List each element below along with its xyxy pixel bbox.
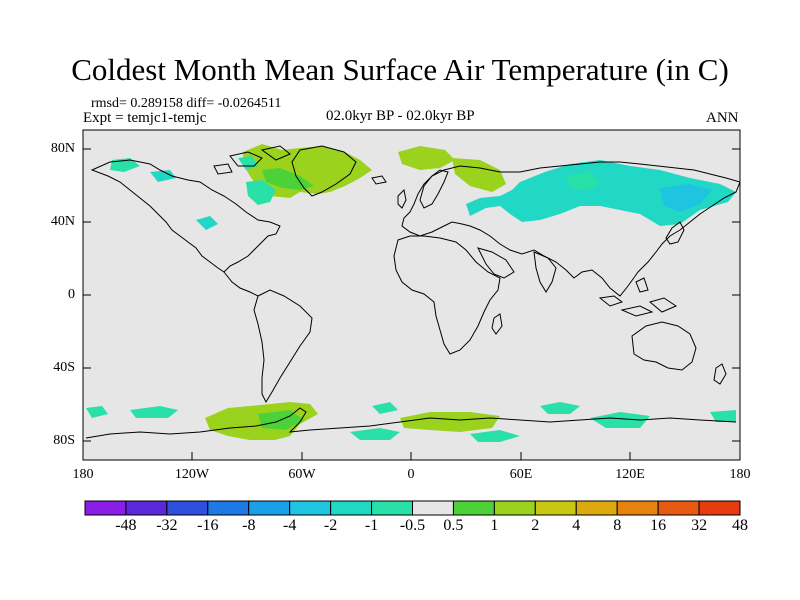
colorbar-label-6: -1 — [364, 517, 379, 534]
coastlines — [85, 145, 740, 439]
colorbar-swatch-9 — [452, 500, 495, 516]
colorbar-swatch-10 — [493, 500, 536, 516]
colorbar-label-2: -16 — [197, 517, 219, 534]
anomaly-so-8 — [470, 430, 520, 442]
anomaly-greenland-core — [262, 168, 314, 190]
colorbar-label-0: -48 — [115, 517, 137, 534]
y-label-80s: 80S — [53, 433, 75, 448]
experiment-label: Expt = temjc1-temjc — [83, 110, 207, 126]
coast-eurasia — [401, 161, 740, 297]
colorbar-label-7: -0.5 — [399, 517, 426, 534]
colorbar-swatch-5 — [289, 500, 332, 516]
colorbar-label-3: -8 — [242, 517, 256, 534]
colorbar-swatch-11 — [534, 500, 577, 516]
season-label: ANN — [706, 110, 739, 126]
colorbar-label-9: 1 — [490, 517, 499, 534]
coast-arctic-islands-2 — [260, 145, 291, 161]
coast-philippines — [635, 277, 649, 293]
x-label-180-left: 180 — [72, 467, 94, 482]
anomaly-east-siberia-core — [660, 184, 712, 212]
coast-new-guinea — [648, 297, 678, 313]
x-label-180-right: 180 — [729, 467, 751, 482]
colorbar-label-11: 4 — [572, 517, 581, 534]
anomaly-so-1 — [86, 406, 108, 418]
anomaly-east-antarctica — [400, 412, 500, 432]
colorbar-label-8: 0.5 — [443, 517, 464, 534]
colorbar-swatch-14 — [657, 500, 700, 516]
coast-arabia — [477, 247, 515, 279]
coast-britain — [397, 188, 407, 209]
anomaly-so-4 — [540, 402, 580, 414]
colorbar-swatch-6 — [330, 500, 373, 516]
coast-new-zealand — [713, 363, 727, 385]
coast-iceland — [371, 175, 387, 185]
anomaly-so-6 — [710, 410, 736, 422]
y-label-0: 0 — [68, 287, 75, 302]
coast-scandinavia — [419, 169, 449, 209]
colorbar-swatch-1 — [125, 500, 168, 516]
anomaly-so-3 — [372, 402, 398, 414]
colorbar-label-10: 2 — [531, 517, 540, 534]
colorbar-swatch-3 — [207, 500, 250, 516]
anomaly-so-7 — [350, 428, 400, 440]
coast-madagascar — [491, 313, 503, 335]
x-label-60e: 60E — [509, 467, 533, 482]
coast-antarctica — [85, 407, 737, 439]
coast-borneo — [598, 295, 624, 307]
colorbar-swatch-7 — [371, 500, 413, 516]
y-label-80n: 80N — [50, 141, 75, 156]
stats-text: rmsd= 0.289158 diff= -0.0264511 — [91, 96, 282, 111]
y-label-40n: 40N — [50, 214, 75, 229]
x-tick-marks — [82, 452, 741, 460]
coast-arctic-islands-3 — [213, 163, 233, 175]
colorbar-swatch-2 — [166, 500, 209, 516]
colorbar-swatch-4 — [248, 500, 291, 516]
coast-indonesia — [620, 305, 654, 317]
colorbar-label-13: 16 — [650, 517, 667, 534]
coast-central-america — [223, 271, 259, 297]
coast-india — [533, 251, 557, 293]
y-tick-marks — [83, 148, 740, 442]
x-label-0: 0 — [407, 467, 415, 482]
map-title: Coldest Month Mean Surface Air Temperatu… — [71, 52, 729, 87]
colorbar-swatch-0 — [84, 500, 127, 516]
colorbar-label-12: 8 — [613, 517, 622, 534]
coast-japan — [665, 221, 685, 245]
colorbar-label-5: -2 — [323, 517, 338, 534]
anomaly-shading — [86, 144, 736, 442]
period-label: 02.0kyr BP - 02.0kyr BP — [326, 108, 475, 124]
anomaly-so-2 — [130, 406, 178, 418]
x-label-120w: 120W — [174, 467, 210, 482]
colorbar-swatch-15 — [698, 500, 741, 516]
anomaly-central-asia — [566, 172, 600, 190]
anomaly-so-5 — [590, 412, 650, 428]
coast-greenland — [291, 145, 357, 197]
colorbar-label-1: -32 — [156, 517, 178, 534]
anomaly-barents — [398, 146, 455, 170]
anomaly-yukon — [150, 170, 176, 182]
colorbar-label-15: 48 — [732, 517, 748, 534]
coast-north-america — [90, 159, 281, 273]
x-label-60w: 60W — [288, 467, 316, 482]
colorbar-label-4: -4 — [283, 517, 297, 534]
coast-africa — [393, 235, 501, 355]
anomaly-siberia — [466, 160, 736, 226]
colorbar-swatch-8 — [412, 500, 454, 516]
x-label-120e: 120E — [615, 467, 645, 482]
colorbar-swatch-13 — [616, 500, 659, 516]
anomaly-north-america — [196, 216, 218, 230]
colorbar-label-14: 32 — [691, 517, 708, 534]
y-label-40s: 40S — [53, 360, 75, 375]
colorbar — [84, 500, 741, 516]
anomaly-labrador — [246, 180, 276, 205]
coast-arctic-islands-1 — [229, 151, 263, 167]
coast-australia — [631, 321, 697, 371]
colorbar-swatch-12 — [575, 500, 618, 516]
coast-south-america — [253, 289, 313, 404]
